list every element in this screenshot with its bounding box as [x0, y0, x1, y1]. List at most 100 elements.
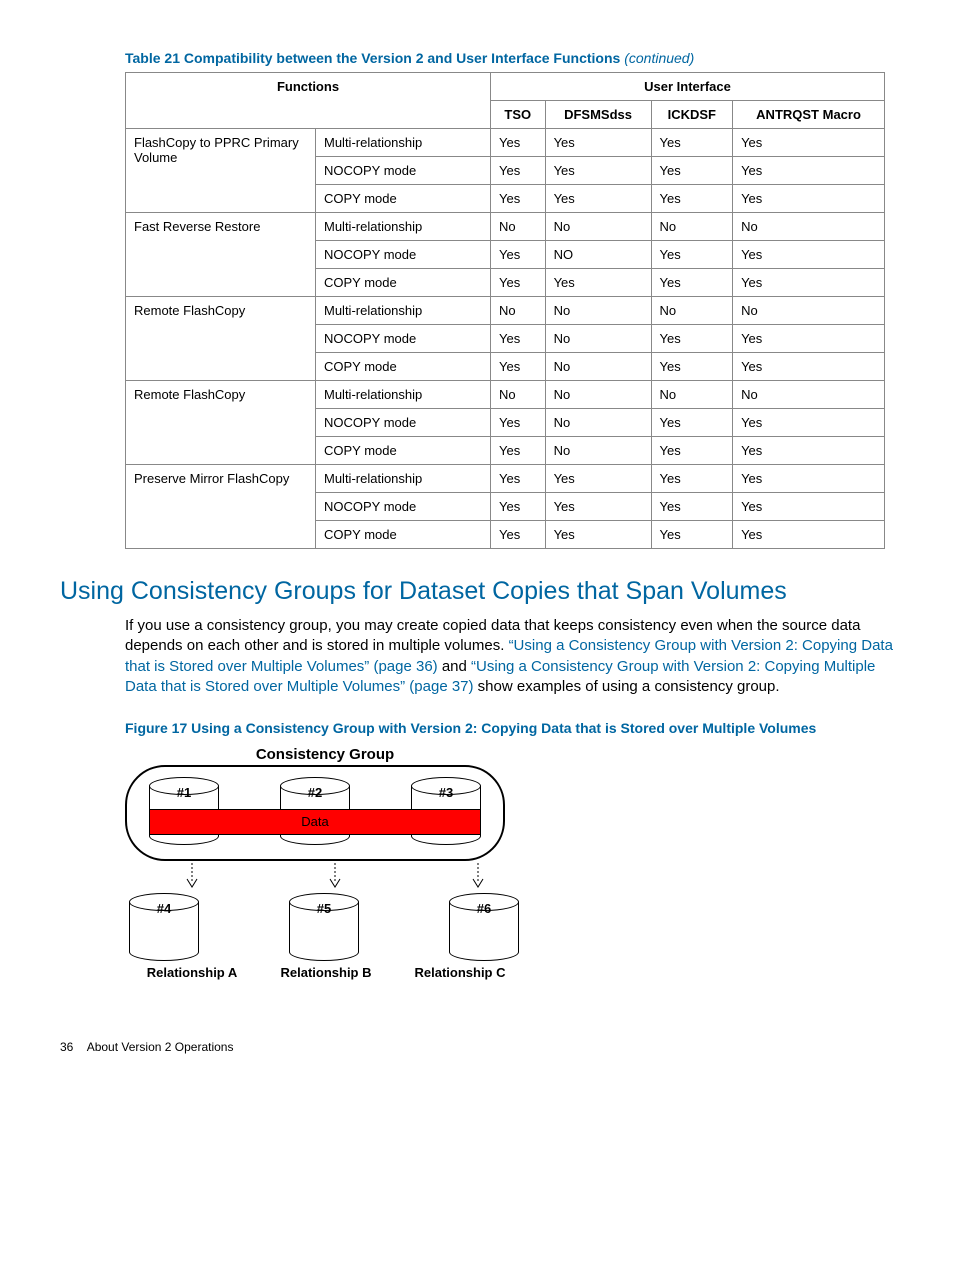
value-cell: Yes	[491, 353, 546, 381]
mode-cell: Multi-relationship	[316, 297, 491, 325]
volume-cylinder: #5	[289, 893, 359, 961]
figure-title: Consistency Group	[125, 746, 525, 763]
col-header: ANTRQST Macro	[733, 101, 885, 129]
value-cell: Yes	[491, 409, 546, 437]
value-cell: Yes	[545, 157, 651, 185]
value-cell: No	[545, 381, 651, 409]
value-cell: No	[545, 325, 651, 353]
mode-cell: Multi-relationship	[316, 465, 491, 493]
mode-cell: NOCOPY mode	[316, 325, 491, 353]
value-cell: Yes	[733, 325, 885, 353]
value-cell: Yes	[651, 185, 733, 213]
value-cell: No	[651, 381, 733, 409]
value-cell: Yes	[651, 157, 733, 185]
mode-cell: NOCOPY mode	[316, 493, 491, 521]
value-cell: No	[733, 213, 885, 241]
para-mid: and	[438, 658, 471, 675]
value-cell: Yes	[491, 241, 546, 269]
value-cell: Yes	[545, 465, 651, 493]
consistency-group-box: #1#2#3 Data	[125, 765, 505, 861]
table-row: Remote FlashCopyMulti-relationshipNoNoNo…	[126, 381, 885, 409]
value-cell: Yes	[651, 409, 733, 437]
volume-cylinder: #6	[449, 893, 519, 961]
value-cell: Yes	[651, 129, 733, 157]
value-cell: Yes	[733, 437, 885, 465]
value-cell: Yes	[733, 185, 885, 213]
mode-cell: NOCOPY mode	[316, 157, 491, 185]
value-cell: No	[545, 409, 651, 437]
table-caption: Table 21 Compatibility between the Versi…	[125, 50, 894, 66]
page-footer: 36 About Version 2 Operations	[60, 1040, 894, 1054]
para-post: show examples of using a consistency gro…	[474, 678, 780, 695]
figure-caption: Figure 17 Using a Consistency Group with…	[125, 719, 894, 738]
mode-cell: NOCOPY mode	[316, 241, 491, 269]
data-bar: Data	[149, 809, 481, 835]
page-number: 36	[60, 1040, 73, 1054]
value-cell: Yes	[651, 353, 733, 381]
mode-cell: Multi-relationship	[316, 129, 491, 157]
value-cell: Yes	[733, 157, 885, 185]
value-cell: Yes	[491, 269, 546, 297]
function-name: Preserve Mirror FlashCopy	[126, 465, 316, 549]
function-name: FlashCopy to PPRC Primary Volume	[126, 129, 316, 213]
relationship-label: Relationship A	[127, 965, 257, 980]
header-functions: Functions	[126, 73, 491, 129]
caption-text: Table 21 Compatibility between the Versi…	[125, 50, 620, 66]
col-header: DFSMSdss	[545, 101, 651, 129]
value-cell: Yes	[491, 157, 546, 185]
compatibility-table: Functions User Interface TSODFSMSdssICKD…	[125, 72, 885, 549]
mode-cell: Multi-relationship	[316, 381, 491, 409]
arrow-down-icon	[300, 863, 370, 891]
table-row: FlashCopy to PPRC Primary VolumeMulti-re…	[126, 129, 885, 157]
value-cell: Yes	[491, 325, 546, 353]
volume-cylinder: #4	[129, 893, 199, 961]
relationship-label: Relationship B	[261, 965, 391, 980]
arrow-down-icon	[157, 863, 227, 891]
value-cell: No	[545, 437, 651, 465]
mode-cell: COPY mode	[316, 185, 491, 213]
value-cell: Yes	[733, 493, 885, 521]
value-cell: Yes	[545, 185, 651, 213]
value-cell: Yes	[733, 269, 885, 297]
col-header: ICKDSF	[651, 101, 733, 129]
value-cell: Yes	[491, 129, 546, 157]
value-cell: No	[491, 381, 546, 409]
value-cell: Yes	[733, 521, 885, 549]
header-user-interface: User Interface	[491, 73, 885, 101]
value-cell: Yes	[651, 521, 733, 549]
value-cell: No	[733, 381, 885, 409]
table-row: Remote FlashCopyMulti-relationshipNoNoNo…	[126, 297, 885, 325]
value-cell: Yes	[491, 465, 546, 493]
value-cell: No	[733, 297, 885, 325]
value-cell: Yes	[545, 521, 651, 549]
value-cell: Yes	[491, 521, 546, 549]
function-name: Remote FlashCopy	[126, 297, 316, 381]
value-cell: Yes	[651, 269, 733, 297]
value-cell: No	[545, 213, 651, 241]
value-cell: No	[545, 353, 651, 381]
section-paragraph: If you use a consistency group, you may …	[125, 616, 894, 697]
value-cell: NO	[545, 241, 651, 269]
value-cell: Yes	[733, 129, 885, 157]
value-cell: Yes	[733, 241, 885, 269]
arrow-down-icon	[443, 863, 513, 891]
mode-cell: Multi-relationship	[316, 213, 491, 241]
value-cell: No	[651, 297, 733, 325]
footer-title: About Version 2 Operations	[87, 1040, 234, 1054]
value-cell: Yes	[651, 437, 733, 465]
mode-cell: COPY mode	[316, 353, 491, 381]
caption-continued: (continued)	[624, 50, 694, 66]
figure-17: Consistency Group #1#2#3 Data #4 #5 #6 Rel…	[125, 746, 525, 980]
mode-cell: COPY mode	[316, 521, 491, 549]
value-cell: Yes	[651, 493, 733, 521]
value-cell: Yes	[491, 185, 546, 213]
value-cell: Yes	[491, 493, 546, 521]
col-header: TSO	[491, 101, 546, 129]
value-cell: Yes	[733, 409, 885, 437]
value-cell: Yes	[733, 353, 885, 381]
table-row: Fast Reverse RestoreMulti-relationshipNo…	[126, 213, 885, 241]
value-cell: No	[651, 213, 733, 241]
mode-cell: NOCOPY mode	[316, 409, 491, 437]
mode-cell: COPY mode	[316, 437, 491, 465]
value-cell: Yes	[545, 269, 651, 297]
